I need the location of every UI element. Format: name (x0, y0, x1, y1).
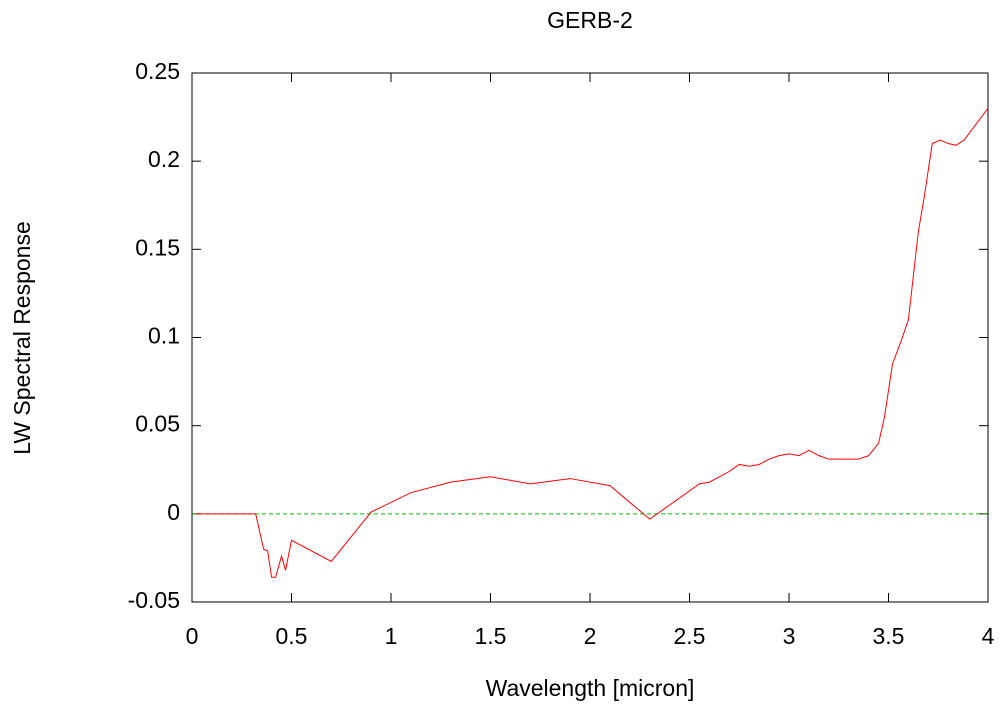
y-tick-label: 0.15 (135, 234, 180, 260)
x-tick-label: 0.5 (276, 623, 308, 649)
y-axis-label: LW Spectral Response (9, 221, 35, 455)
x-tick-label: 3 (783, 623, 796, 649)
x-axis-label: Wavelength [micron] (486, 675, 695, 701)
x-tick-label: 2.5 (674, 623, 706, 649)
x-tick-label: 1 (385, 623, 398, 649)
x-tick-label: 0 (186, 623, 199, 649)
x-tick-label: 1.5 (475, 623, 507, 649)
x-tick-label: 4 (982, 623, 995, 649)
y-tick-label: 0.05 (135, 411, 180, 437)
x-tick-label: 2 (584, 623, 597, 649)
y-tick-label: 0 (167, 499, 180, 525)
data-line (195, 107, 989, 578)
y-tick-label: 0.1 (148, 323, 180, 349)
y-tick-label: 0.2 (148, 146, 180, 172)
x-tick-label: 3.5 (873, 623, 905, 649)
plot-frame (191, 72, 989, 603)
chart-title: GERB-2 (547, 7, 633, 33)
y-tick-label: 0.25 (135, 58, 180, 84)
y-tick-label: -0.05 (128, 587, 180, 613)
